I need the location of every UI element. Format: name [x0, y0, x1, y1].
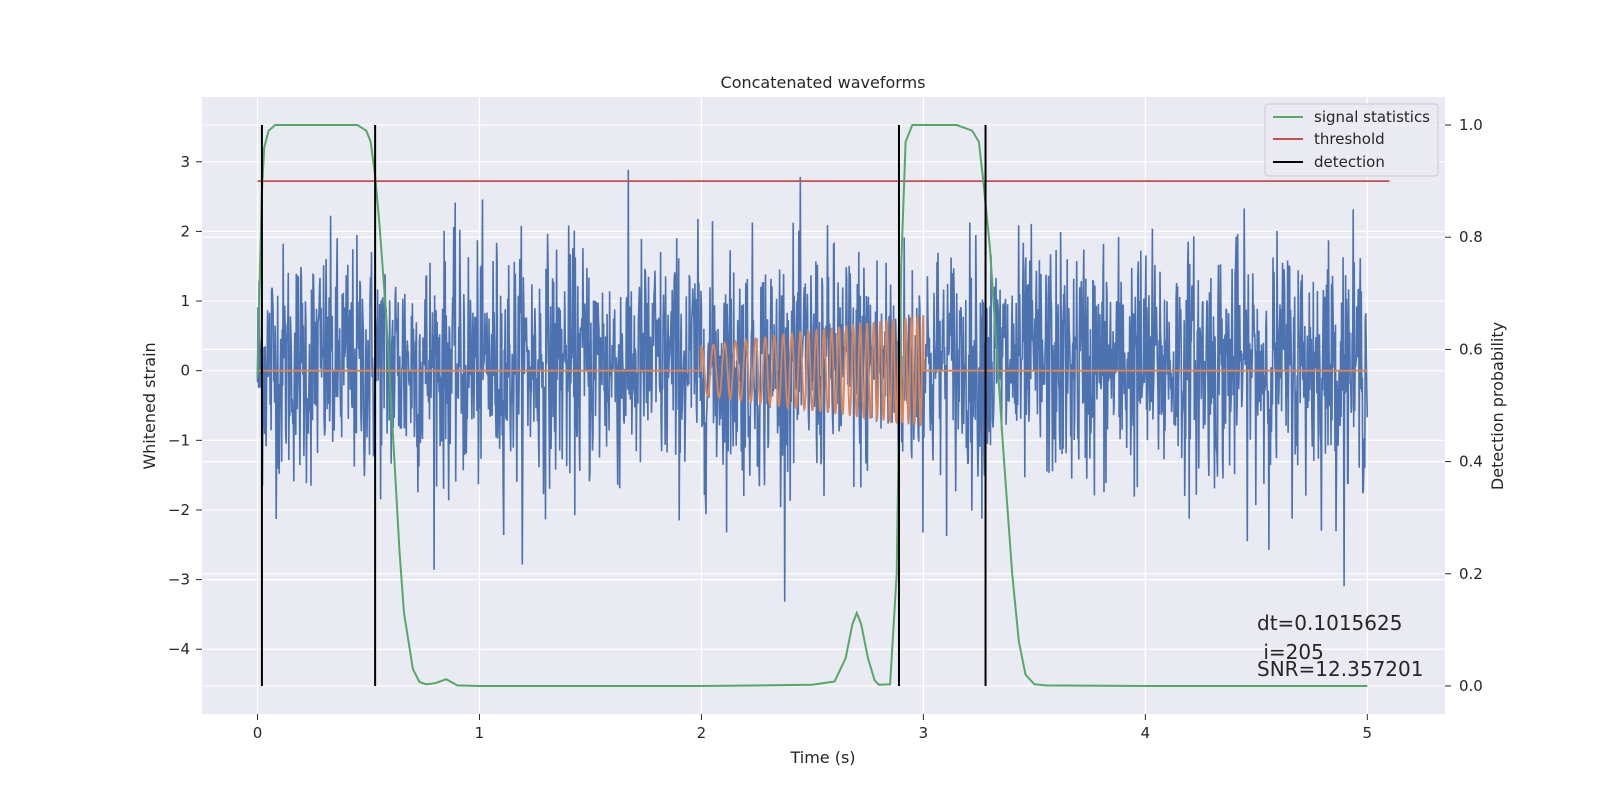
- x-tick-label-3: 3: [919, 724, 929, 742]
- detection-lines: [260, 125, 987, 686]
- template-line: [257, 314, 1368, 427]
- chart-title: Concatenated waveforms: [721, 73, 926, 92]
- annotation-i: i=205: [1257, 640, 1324, 664]
- y-tick-label-2: −2: [168, 501, 190, 519]
- legend-box: [1264, 103, 1439, 177]
- strain-line: [256, 169, 1369, 602]
- legend: signal statistics threshold detection: [1264, 103, 1439, 177]
- y-tick-label-7: 3: [180, 153, 190, 171]
- y2-tick-label-3: 0.6: [1459, 340, 1483, 358]
- x-tick-label-0: 0: [253, 724, 263, 742]
- y-tick-label-6: 2: [180, 222, 190, 240]
- y-tick-label-3: −1: [168, 431, 190, 449]
- tick-labels: 0 1 2 3 4 5 −4 −3 −2 −1 0 1 2 3 0.0 0.2 0.4 0.6 0.8 1.0: [168, 116, 1483, 742]
- x-tick-label-5: 5: [1363, 724, 1373, 742]
- y2-tick-label-0: 0.0: [1459, 677, 1483, 695]
- signal-statistics-line: [256, 124, 1368, 687]
- y-tick-label-5: 1: [180, 292, 190, 310]
- y2-tick-label-5: 1.0: [1459, 116, 1483, 134]
- legend-label-detection: detection: [1314, 153, 1385, 171]
- x-tick-label-1: 1: [475, 724, 485, 742]
- y2-axis-label: Detection probability: [1488, 322, 1507, 490]
- y2-tick-label-2: 0.4: [1459, 453, 1483, 471]
- legend-label-signal: signal statistics: [1314, 108, 1430, 126]
- annotation-snr: SNR=12.357201: [1257, 657, 1423, 681]
- y-tick-label-1: −3: [168, 571, 190, 589]
- x-axis-label: Time (s): [789, 748, 855, 767]
- y2-tick-label-1: 0.2: [1459, 565, 1483, 583]
- annotation-dt: dt=0.1015625: [1257, 611, 1402, 635]
- data-series: [256, 124, 1390, 687]
- y2-tick-label-4: 0.8: [1459, 228, 1483, 246]
- x-tick-label-2: 2: [697, 724, 707, 742]
- x-tick-label-4: 4: [1141, 724, 1151, 742]
- legend-label-threshold: threshold: [1314, 130, 1385, 148]
- y-axis-label: Whitened strain: [140, 342, 159, 469]
- y-tick-label-4: 0: [180, 362, 190, 380]
- y-tick-label-0: −4: [168, 640, 190, 658]
